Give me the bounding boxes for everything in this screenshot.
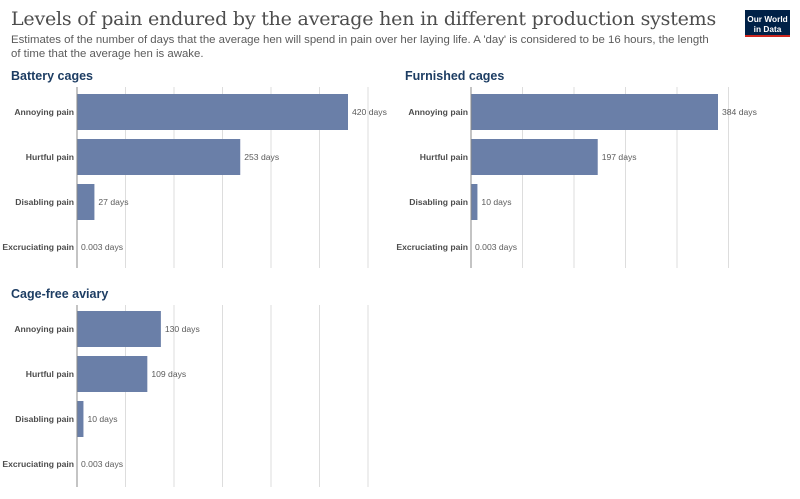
value-label: 253 days xyxy=(244,152,279,162)
category-label: Disabling pain xyxy=(409,197,468,207)
category-label: Excruciating pain xyxy=(2,242,74,252)
value-label: 10 days xyxy=(87,414,117,424)
category-label: Hurtful pain xyxy=(26,369,74,379)
chart-subtitle: Estimates of the number of days that the… xyxy=(11,34,709,60)
logo-line-2: in Data xyxy=(753,24,782,34)
bar[interactable] xyxy=(77,94,348,130)
category-label: Hurtful pain xyxy=(26,152,74,162)
category-label: Disabling pain xyxy=(15,414,74,424)
value-label: 384 days xyxy=(722,107,757,117)
panel-title: Battery cages xyxy=(11,69,93,83)
value-label: 0.003 days xyxy=(475,242,517,252)
value-label: 197 days xyxy=(602,152,637,162)
bar[interactable] xyxy=(471,139,598,175)
value-label: 0.003 days xyxy=(81,459,123,469)
chart-title: Levels of pain endured by the average he… xyxy=(11,8,717,30)
bar[interactable] xyxy=(77,311,161,347)
value-label: 420 days xyxy=(352,107,387,117)
value-label: 10 days xyxy=(481,197,511,207)
bar[interactable] xyxy=(471,94,718,130)
panel-title: Furnished cages xyxy=(405,69,504,83)
value-label: 0.003 days xyxy=(81,242,123,252)
category-label: Disabling pain xyxy=(15,197,74,207)
panel-title: Cage-free aviary xyxy=(11,287,108,301)
category-label: Excruciating pain xyxy=(396,242,468,252)
category-label: Hurtful pain xyxy=(420,152,468,162)
category-label: Annoying pain xyxy=(408,107,468,117)
logo-line-1: Our World xyxy=(747,14,788,24)
value-label: 109 days xyxy=(151,369,186,379)
category-label: Annoying pain xyxy=(14,324,74,334)
bar[interactable] xyxy=(77,401,84,437)
bar[interactable] xyxy=(471,184,478,220)
category-label: Excruciating pain xyxy=(2,459,74,469)
bar[interactable] xyxy=(77,139,241,175)
owid-logo[interactable]: Our World in Data xyxy=(745,10,790,37)
value-label: 27 days xyxy=(98,197,128,207)
bar[interactable] xyxy=(77,356,148,392)
category-label: Annoying pain xyxy=(14,107,74,117)
bar[interactable] xyxy=(77,184,95,220)
value-label: 130 days xyxy=(165,324,200,334)
